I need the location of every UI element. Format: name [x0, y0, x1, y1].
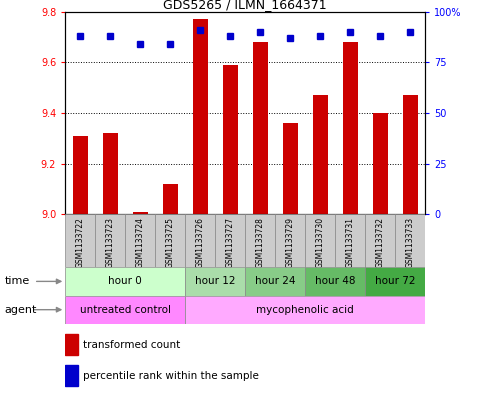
Text: hour 72: hour 72: [375, 276, 415, 286]
Bar: [185, 267, 245, 296]
Text: percentile rank within the sample: percentile rank within the sample: [83, 371, 259, 380]
Bar: [65, 334, 78, 355]
Text: GSM1133728: GSM1133728: [256, 217, 265, 268]
Text: GSM1133732: GSM1133732: [376, 217, 384, 268]
Text: transformed count: transformed count: [83, 340, 181, 350]
Title: GDS5265 / ILMN_1664371: GDS5265 / ILMN_1664371: [163, 0, 327, 11]
Bar: [65, 214, 95, 267]
Text: GSM1133725: GSM1133725: [166, 217, 175, 268]
Bar: [305, 267, 365, 296]
Bar: [313, 95, 327, 214]
Bar: [253, 42, 268, 214]
Bar: [245, 214, 275, 267]
Bar: [65, 296, 185, 324]
Text: GSM1133724: GSM1133724: [136, 217, 145, 268]
Text: hour 24: hour 24: [255, 276, 296, 286]
Bar: [155, 214, 185, 267]
Bar: [125, 214, 155, 267]
Text: GSM1133722: GSM1133722: [76, 217, 85, 268]
Bar: [73, 136, 88, 214]
Bar: [402, 95, 417, 214]
Text: hour 0: hour 0: [108, 276, 142, 286]
Bar: [65, 267, 185, 296]
Bar: [275, 214, 305, 267]
Text: agent: agent: [5, 305, 37, 315]
Text: GSM1133723: GSM1133723: [106, 217, 114, 268]
Bar: [305, 214, 335, 267]
Text: untreated control: untreated control: [80, 305, 170, 315]
Text: GSM1133726: GSM1133726: [196, 217, 205, 268]
Bar: [95, 214, 125, 267]
Bar: [133, 212, 148, 214]
Text: hour 12: hour 12: [195, 276, 235, 286]
Text: hour 48: hour 48: [315, 276, 355, 286]
Text: GSM1133730: GSM1133730: [315, 217, 325, 268]
Text: time: time: [5, 276, 30, 286]
Bar: [365, 214, 395, 267]
Text: GSM1133729: GSM1133729: [285, 217, 295, 268]
Bar: [245, 267, 305, 296]
Bar: [215, 214, 245, 267]
Text: GSM1133731: GSM1133731: [345, 217, 355, 268]
Text: GSM1133733: GSM1133733: [406, 217, 414, 268]
Bar: [185, 214, 215, 267]
Text: GSM1133727: GSM1133727: [226, 217, 235, 268]
Bar: [395, 214, 425, 267]
Bar: [335, 214, 365, 267]
Bar: [103, 133, 118, 214]
Bar: [283, 123, 298, 214]
Bar: [163, 184, 178, 214]
Bar: [223, 65, 238, 214]
Bar: [342, 42, 357, 214]
Bar: [65, 365, 78, 386]
Text: mycophenolic acid: mycophenolic acid: [256, 305, 354, 315]
Bar: [372, 113, 387, 214]
Bar: [185, 296, 425, 324]
Bar: [193, 19, 208, 214]
Bar: [365, 267, 425, 296]
